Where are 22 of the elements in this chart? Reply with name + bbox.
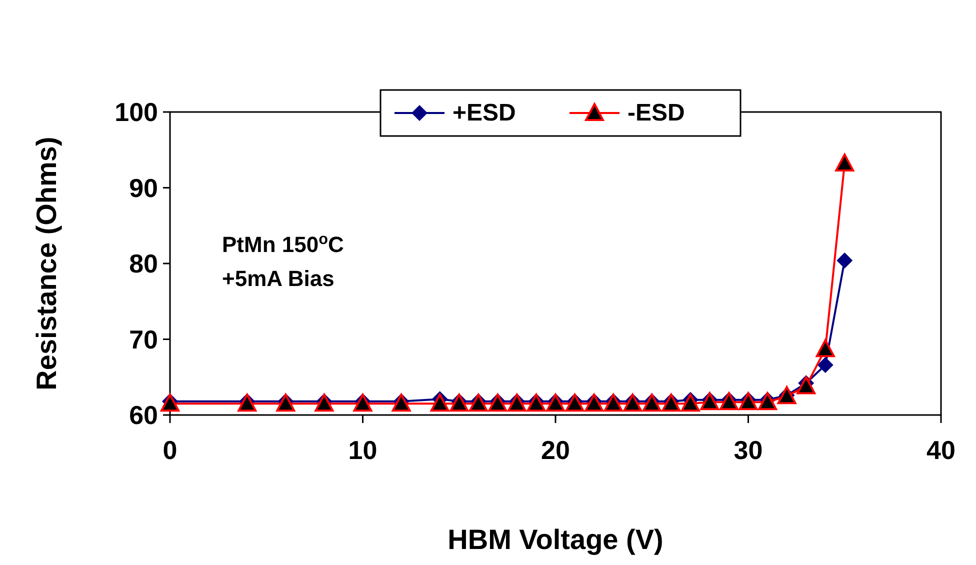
point	[836, 252, 853, 268]
annotation: PtMn 150$^{o}$C +5mA Bias	[222, 230, 344, 291]
point	[430, 394, 450, 412]
y-axis-title: Resistance (Ohms)	[31, 136, 62, 390]
point	[680, 394, 700, 412]
y-tick-label: 60	[129, 400, 158, 430]
x-tick-label: 10	[348, 435, 378, 465]
point	[835, 154, 854, 172]
point	[817, 357, 834, 374]
y-tick-label: 70	[129, 324, 158, 354]
y-tick-label: 100	[114, 97, 158, 127]
legend-label: +ESD	[452, 100, 516, 126]
y-tick-label: 90	[129, 172, 158, 203]
point	[796, 376, 816, 394]
point	[816, 339, 835, 358]
legend-label: -ESD	[628, 100, 685, 126]
x-tick-label: 40	[926, 435, 956, 465]
x-tick-label: 0	[162, 435, 178, 465]
y-tick-label: 80	[129, 248, 158, 278]
x-tick-label: 20	[541, 435, 570, 465]
x-tick-label: 30	[734, 435, 763, 465]
x-axis-title: HBM Voltage (V)	[448, 524, 664, 555]
